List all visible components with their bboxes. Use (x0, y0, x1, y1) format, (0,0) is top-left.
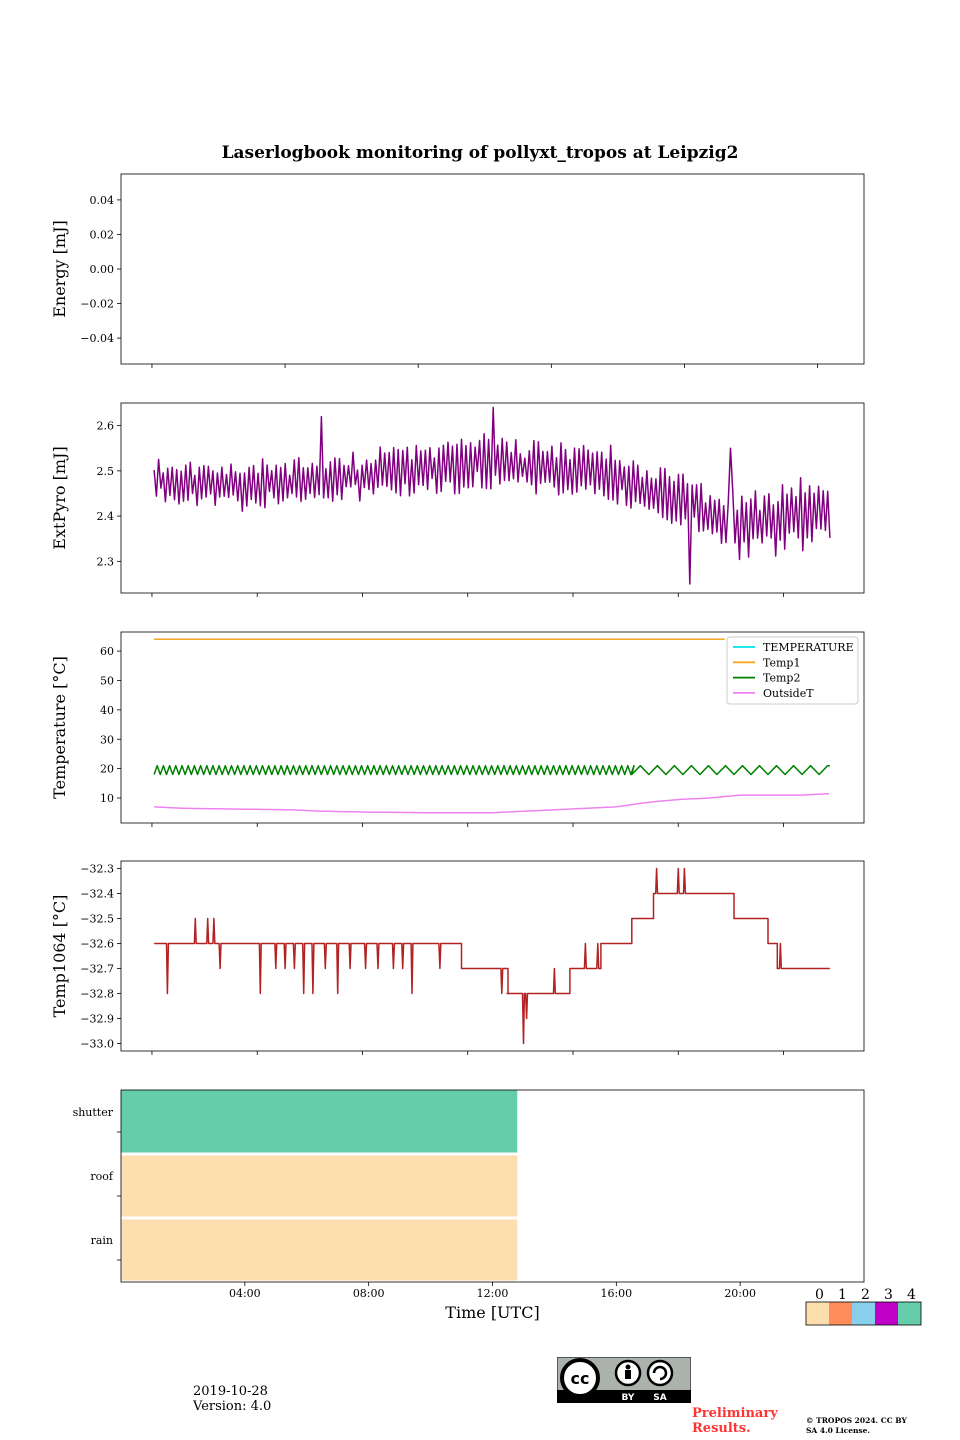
colorbar-swatch-3 (875, 1302, 898, 1325)
y-axis-label: Temp1064 [°C] (50, 895, 69, 1018)
axes-frame (120, 1089, 865, 1283)
x-tick-label: 16:00 (600, 1287, 632, 1300)
y-tick-label: 20 (100, 763, 114, 776)
y-axis-label: Energy [mJ] (50, 220, 69, 318)
svg-text:cc: cc (571, 1369, 590, 1388)
y-tick-label: 50 (100, 674, 114, 687)
axes-frame (120, 631, 865, 824)
colorbar-swatch-2 (852, 1302, 875, 1325)
colorbar-frame (805, 1301, 922, 1326)
colorbar-label: 3 (884, 1287, 893, 1303)
panel-energy: −0.04 −0.02 0.00 0.02 0.04 Energy [mJ] (50, 173, 865, 368)
y-tick-label: −32.3 (80, 863, 114, 876)
colorbar-label: 2 (861, 1287, 870, 1303)
status-cell-rain (121, 1219, 518, 1281)
legend-entry: OutsideT (763, 687, 814, 700)
cc-sa-label: SA (653, 1393, 666, 1403)
plot-area (121, 861, 864, 1051)
y-tick-label: −33.0 (80, 1038, 114, 1051)
y-tick-label: 0.04 (90, 194, 115, 207)
plot-content (121, 1090, 518, 1281)
y-tick-label: 2.6 (97, 420, 115, 433)
legend-entry: TEMPERATURE (763, 641, 854, 654)
panel-status: 04:00 08:00 12:00 16:00 20:00 Time [UTC] shutt… (73, 1089, 922, 1326)
y-tick-label: −32.7 (80, 963, 114, 976)
status-cell-shutter (121, 1090, 518, 1153)
y-tick-label: −32.8 (80, 988, 114, 1001)
legend (726, 636, 859, 705)
panel-temperature: 10 20 30 40 50 60 Temperature [°C] TEMPERATURE T… (50, 631, 865, 827)
y-tick-label: −0.02 (80, 298, 114, 311)
row-label-shutter: shutter (73, 1106, 114, 1119)
y-tick-label: 2.5 (97, 465, 115, 478)
y-tick-label: −32.4 (80, 888, 114, 901)
legend-entry: Temp2 (763, 672, 800, 685)
axes-frame (120, 860, 865, 1052)
y-tick-label: 40 (100, 704, 114, 717)
y-tick-label: 2.4 (97, 510, 115, 523)
row-label-roof: roof (90, 1170, 114, 1183)
series-line-temp1064 (154, 867, 830, 1045)
y-axis-label: Temperature [°C] (50, 656, 69, 799)
plot-content (153, 638, 830, 814)
legend-entry: Temp1 (763, 656, 800, 669)
panel-temp1064: −33.0 −32.9 −32.8 −32.7 −32.6 −32.5 −32.4 −32.3… (50, 860, 865, 1055)
preliminary-results-label: Preliminary Results. (692, 1406, 778, 1436)
row-label-rain: rain (91, 1234, 113, 1247)
y-tick-label: 60 (100, 645, 114, 658)
x-tick-label: 08:00 (353, 1287, 385, 1300)
series-line-outsidet (154, 792, 830, 814)
plot-content (153, 406, 831, 585)
axes-frame (120, 402, 865, 594)
y-tick-label: 2.3 (97, 555, 115, 568)
cc-by-sa-icon: cc BY SA (557, 1357, 691, 1403)
colorbar-label: 0 (815, 1287, 824, 1303)
series-line-extpyro (153, 406, 831, 585)
version-label: Version: 4.0 (193, 1399, 272, 1414)
x-tick-label: 04:00 (229, 1287, 261, 1300)
copyright-label: © TROPOS 2024. CC BY SA 4.0 License. (806, 1416, 907, 1435)
colorbar-label: 1 (838, 1287, 847, 1303)
y-tick-label: 0.02 (90, 228, 115, 241)
cc-by-label: BY (622, 1393, 635, 1403)
figure-title: Laserlogbook monitoring of pollyxt_tropo… (222, 143, 739, 163)
x-tick-label: 12:00 (477, 1287, 509, 1300)
y-tick-label: −0.04 (80, 332, 114, 345)
status-cell-roof (121, 1155, 518, 1217)
panel-extpyro: 2.3 2.4 2.5 2.6 ExtPyro [mJ] (50, 402, 865, 597)
y-tick-label: −32.9 (80, 1013, 114, 1026)
y-tick-label: −32.6 (80, 938, 114, 951)
y-axis-label: ExtPyro [mJ] (50, 446, 69, 549)
colorbar-label: 4 (907, 1287, 916, 1303)
y-tick-label: 30 (100, 733, 114, 746)
y-tick-label: −32.5 (80, 913, 114, 926)
colorbar-swatch-0 (806, 1302, 829, 1325)
footer-date-version: 2019-10-28 Version: 4.0 (193, 1384, 271, 1414)
date-label: 2019-10-28 (193, 1384, 268, 1399)
y-tick-label: 10 (100, 792, 114, 805)
y-tick-label: 0.00 (90, 263, 115, 276)
axes-frame (120, 173, 865, 365)
x-axis-label: Time [UTC] (445, 1303, 539, 1322)
plot-content (154, 867, 830, 1045)
plot-area (121, 174, 864, 364)
x-tick-label: 20:00 (724, 1287, 756, 1300)
colorbar-swatch-1 (829, 1302, 852, 1325)
colorbar-swatch-4 (898, 1302, 921, 1325)
series-line-temp2 (153, 764, 830, 776)
